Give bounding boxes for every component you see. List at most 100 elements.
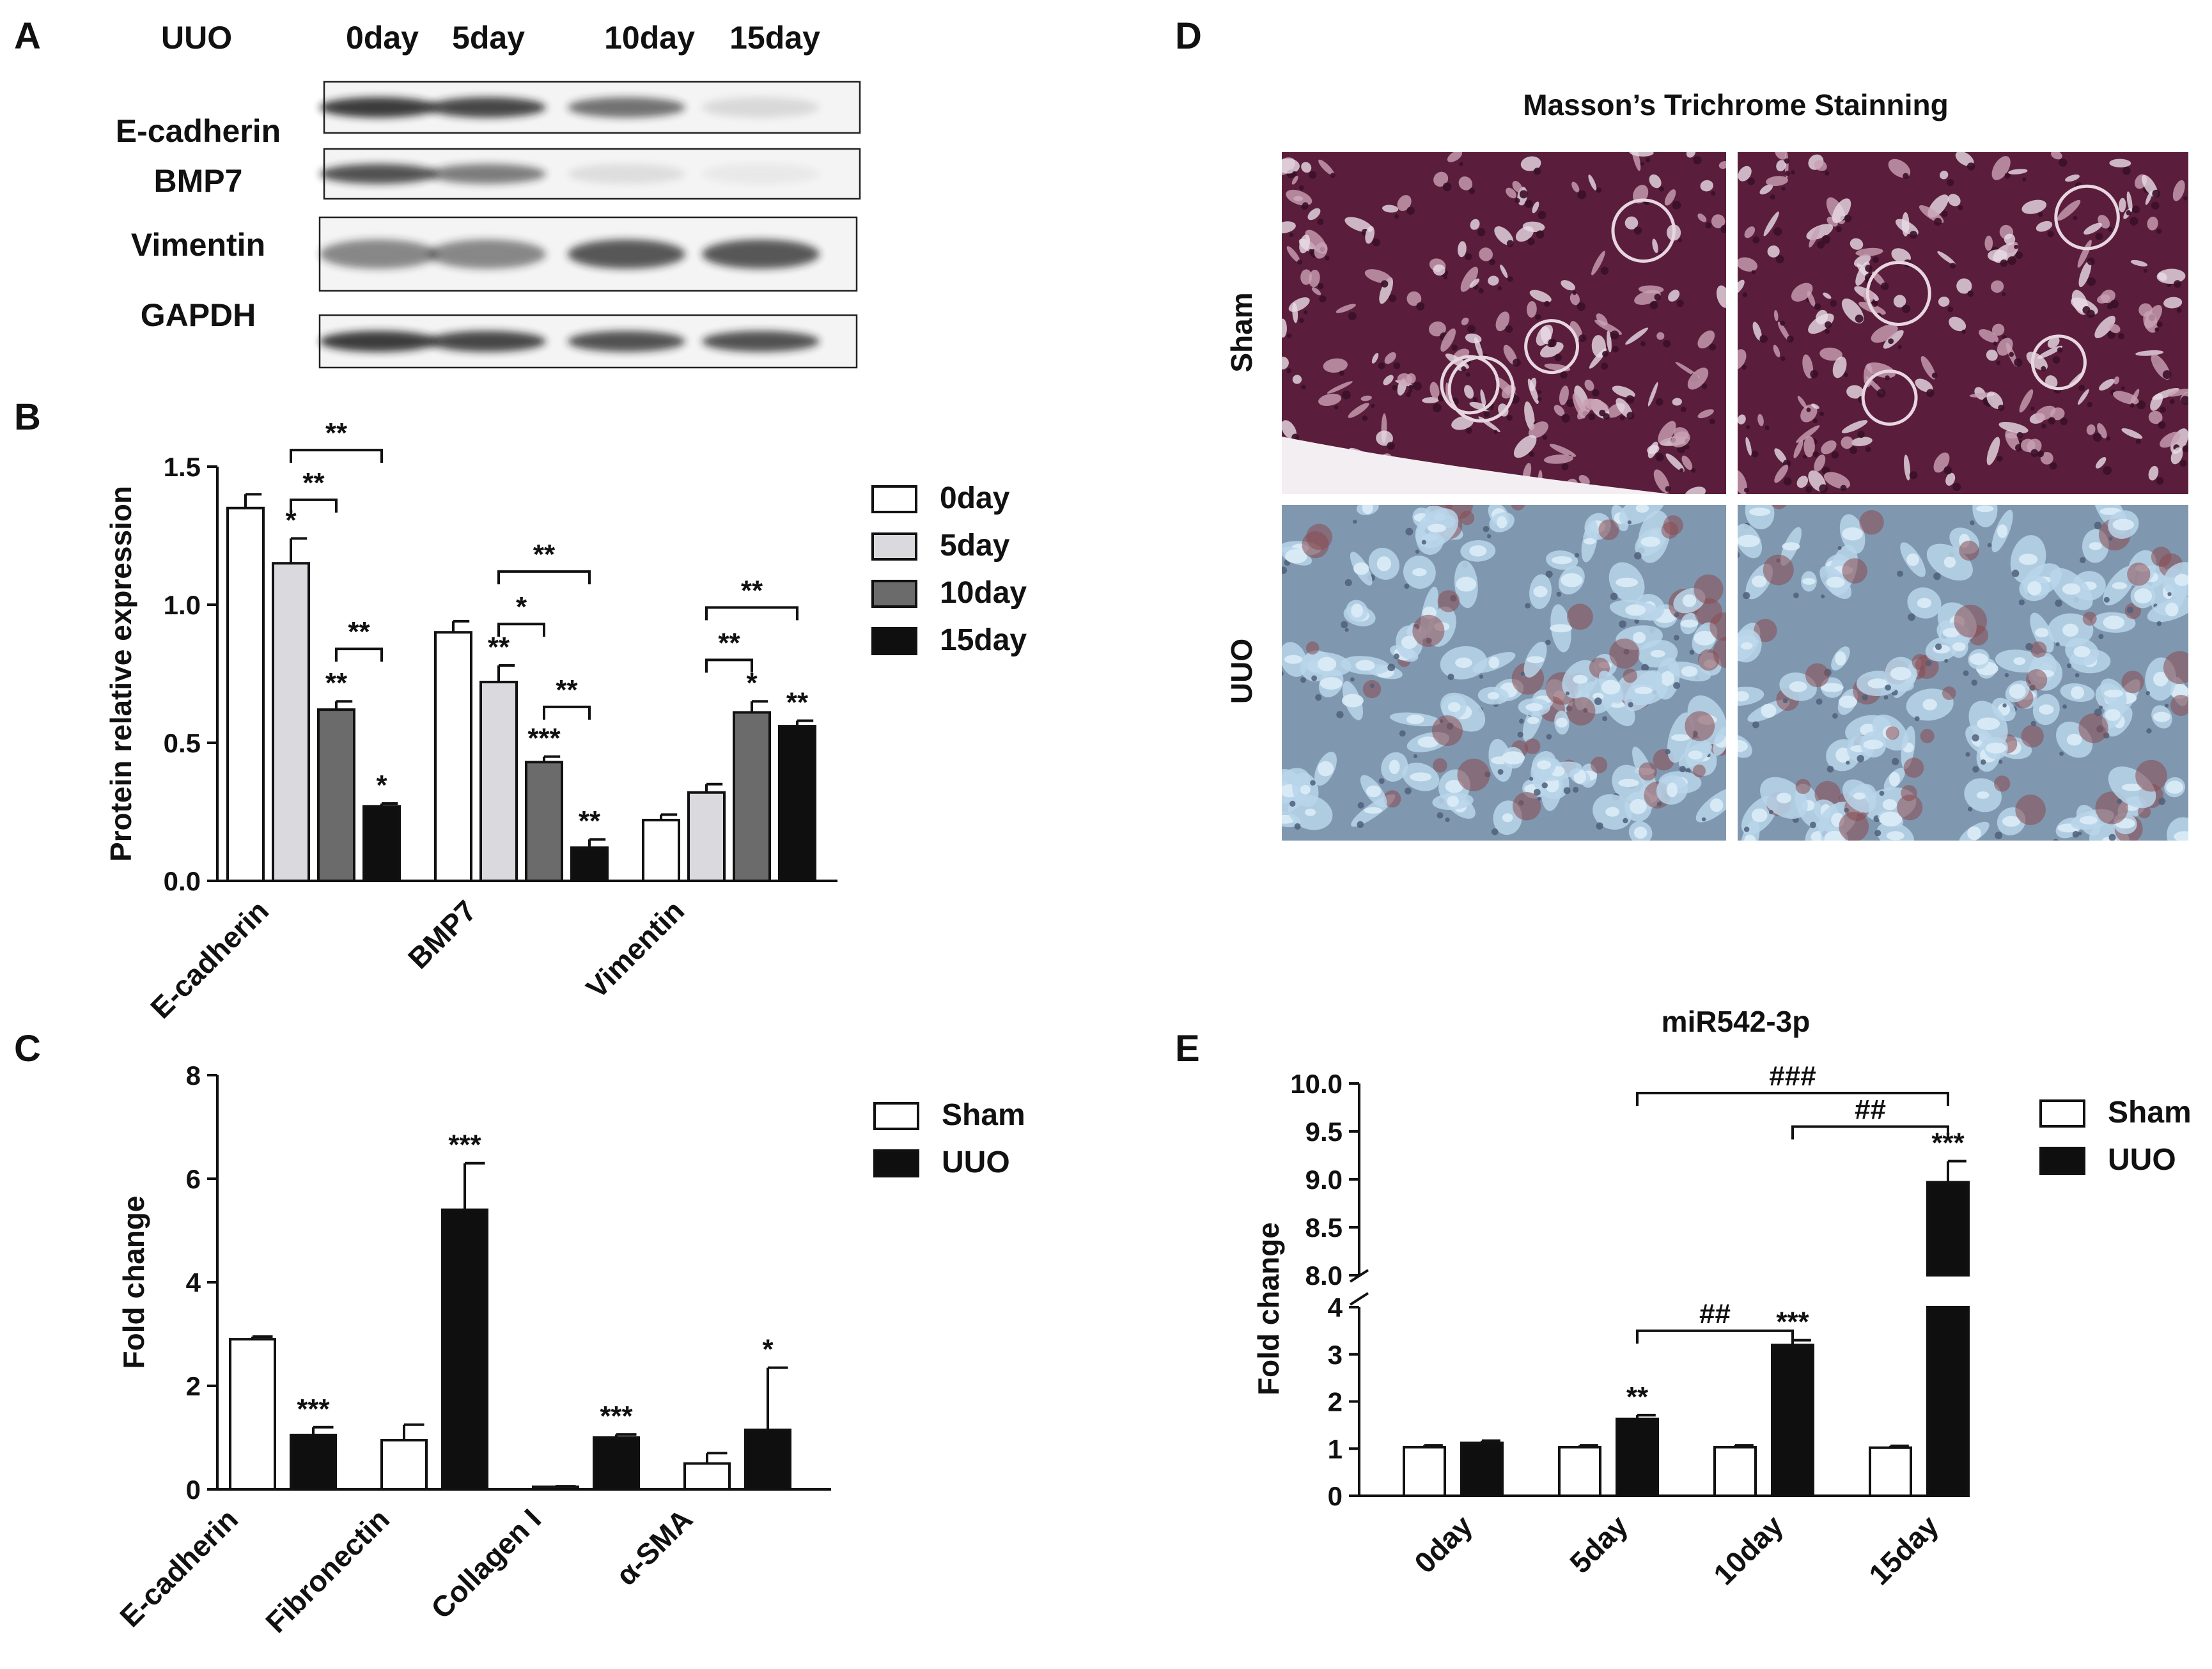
cell-nucleus bbox=[2016, 431, 2023, 439]
tubule-lumen bbox=[1835, 747, 1851, 763]
tubule-lumen bbox=[1612, 385, 1635, 398]
tubule-lumen bbox=[1744, 834, 1756, 841]
cell-nucleus bbox=[1566, 399, 1575, 408]
tubule-lumen bbox=[1738, 740, 1748, 752]
cell-nucleus bbox=[1865, 446, 1871, 453]
cell-nucleus bbox=[1673, 635, 1679, 640]
cell-nucleus bbox=[1793, 593, 1799, 598]
bar-5day-bmp7 bbox=[479, 680, 518, 882]
tubule-lumen bbox=[2099, 378, 2115, 391]
cell-nucleus bbox=[2059, 158, 2068, 167]
tubular-cell-region bbox=[2127, 563, 2151, 586]
tubule-lumen bbox=[1427, 524, 1446, 532]
x-tick-label-e-cadherin: E-cadherin bbox=[144, 894, 275, 1025]
cell-nucleus bbox=[1415, 549, 1420, 554]
cell-nucleus bbox=[1610, 330, 1619, 339]
histology-image-uuo-2 bbox=[1738, 505, 2188, 850]
tubule-lumen bbox=[2153, 671, 2169, 687]
y-tick-label: 3 bbox=[1328, 1340, 1343, 1370]
cell-nucleus bbox=[1897, 345, 1903, 350]
cell-nucleus bbox=[2007, 256, 2016, 265]
tubule-lumen bbox=[1650, 649, 1665, 658]
x-tick-label-collagen-i: Collagen I bbox=[424, 1502, 547, 1625]
tubule-lumen bbox=[2172, 180, 2185, 201]
tubule-lumen bbox=[1300, 784, 1311, 795]
tubule-lumen bbox=[1527, 301, 1537, 318]
cell-nucleus bbox=[1378, 362, 1385, 369]
cell-nucleus bbox=[1958, 844, 1964, 850]
bar-5day-vimentin bbox=[687, 791, 726, 883]
tubule-lumen bbox=[1502, 751, 1525, 765]
tubule-lumen bbox=[1888, 159, 1911, 178]
tubule-lumen bbox=[1479, 247, 1493, 261]
y-tick-label: 2 bbox=[186, 1371, 201, 1401]
tubule-lumen bbox=[2086, 424, 2096, 435]
blot-band bbox=[568, 97, 685, 118]
cell-nucleus bbox=[1483, 525, 1490, 532]
tubule-lumen bbox=[1320, 677, 1343, 690]
cell-nucleus bbox=[2095, 232, 2103, 240]
cell-nucleus bbox=[1857, 430, 1865, 439]
tubule-lumen bbox=[1601, 679, 1621, 695]
tubule-lumen bbox=[1447, 152, 1463, 162]
tubule-lumen bbox=[1616, 577, 1639, 587]
cell-nucleus bbox=[1519, 190, 1528, 199]
tubule-lumen bbox=[2135, 350, 2164, 356]
bar-15day-e-cadherin bbox=[362, 805, 401, 882]
bar-0day-e-cadherin bbox=[226, 506, 265, 882]
cell-nucleus bbox=[1971, 679, 1978, 686]
cell-nucleus bbox=[1943, 466, 1952, 475]
tubule-lumen bbox=[1383, 375, 1394, 385]
tubule-lumen bbox=[1282, 318, 1287, 338]
cell-nucleus bbox=[1318, 283, 1324, 290]
tubule-lumen bbox=[1366, 785, 1382, 798]
tubule-lumen bbox=[1697, 213, 1707, 222]
tubule-lumen bbox=[2167, 389, 2188, 397]
significance-star: * bbox=[376, 770, 387, 801]
cell-nucleus bbox=[1935, 643, 1942, 650]
tubule-lumen bbox=[1986, 349, 1998, 361]
cell-nucleus bbox=[1362, 415, 1368, 421]
panel-letter-e: E bbox=[1175, 1028, 1200, 1069]
tubular-cell-region bbox=[1566, 696, 1596, 726]
tubular-cell-region bbox=[1959, 540, 1979, 561]
tubule-lumen bbox=[1629, 152, 1654, 157]
tubule-lumen bbox=[2114, 376, 2119, 385]
cell-nucleus bbox=[1933, 217, 1942, 226]
cell-nucleus bbox=[1819, 411, 1825, 417]
cell-nucleus bbox=[2146, 691, 2150, 695]
tubule-lumen bbox=[1802, 578, 1816, 585]
tubule-lumen bbox=[1823, 472, 1851, 489]
y-tick-label: 1 bbox=[1328, 1434, 1343, 1464]
cell-nucleus bbox=[1751, 450, 1759, 458]
tubule-lumen bbox=[1759, 184, 1773, 195]
tubule-lumen bbox=[2020, 439, 2036, 453]
tubule-lumen bbox=[2094, 315, 2115, 339]
tubule-lumen bbox=[1763, 211, 1779, 237]
cell-nucleus bbox=[1506, 414, 1513, 421]
cell-nucleus bbox=[1812, 418, 1818, 424]
tubule-lumen bbox=[1351, 603, 1364, 618]
tubule-lumen bbox=[1749, 508, 1771, 516]
glomerulus bbox=[1447, 355, 1515, 423]
tubule-lumen bbox=[2126, 191, 2133, 212]
cell-nucleus bbox=[1981, 759, 1986, 765]
y-tick-label: 2 bbox=[1328, 1387, 1343, 1417]
cell-nucleus bbox=[1578, 334, 1587, 343]
cell-nucleus bbox=[2165, 703, 2169, 708]
tubular-cell-region bbox=[1362, 679, 1382, 699]
cell-nucleus bbox=[1752, 236, 1760, 244]
tubule-lumen bbox=[1738, 279, 1745, 295]
bar-sham-15day bbox=[1869, 1446, 1912, 1497]
significance-bracket bbox=[290, 449, 383, 463]
tubule-lumen bbox=[1362, 505, 1373, 515]
cell-nucleus bbox=[1809, 821, 1816, 828]
cell-nucleus bbox=[1891, 757, 1899, 766]
tubule-lumen bbox=[1863, 740, 1883, 750]
tubule-lumen bbox=[1455, 657, 1472, 669]
cell-nucleus bbox=[1902, 304, 1911, 313]
cell-nucleus bbox=[1641, 664, 1649, 672]
cell-nucleus bbox=[1472, 397, 1478, 402]
tubule-lumen bbox=[1469, 278, 1480, 288]
tubular-cell-region bbox=[1639, 762, 1657, 781]
